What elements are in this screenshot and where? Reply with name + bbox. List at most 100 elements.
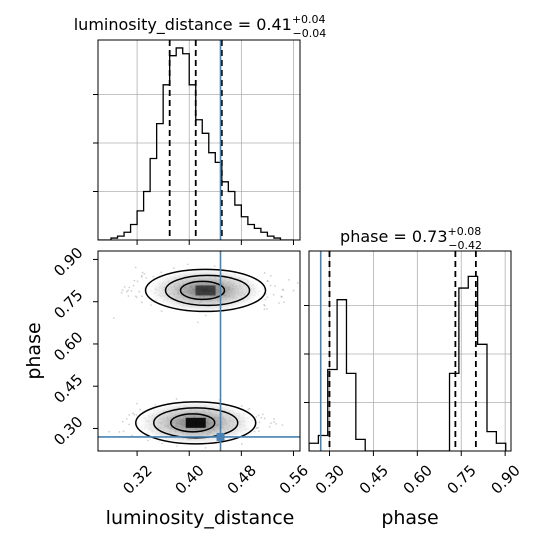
sample-point [292,289,295,292]
sample-point [311,291,313,293]
y-tick-label: 0.45 [50,371,86,407]
sample-point [136,280,139,283]
sample-point [262,413,264,416]
hist-phase-title: phase = 0.73+0.08 −0.42 [340,225,482,252]
joint-density-panel: 0.32 0.40 0.48 0.56 0.30 0.45 0.60 0.75 0.90 lum… [23,244,338,529]
sample-point [263,272,266,274]
x-tick-label: 0.90 [487,461,523,497]
contour-middle [152,407,239,439]
sample-point [273,418,275,420]
sample-point [288,278,290,281]
sample-point [269,284,272,287]
x-tick-label: 0.32 [119,461,155,497]
sample-point [150,304,152,307]
sample-point [263,417,266,420]
sample-point [264,298,267,301]
sample-point [266,296,269,299]
sample-point [281,288,284,291]
density-peak [185,417,206,428]
contour-middle [164,274,251,307]
sample-point [141,295,143,298]
sample-point [281,296,283,298]
sample-point [132,412,134,415]
sample-point [160,310,163,312]
sample-point [134,266,137,269]
sample-point [120,291,123,294]
sample-point [213,265,216,268]
sample-point [128,286,131,289]
sample-point [141,271,144,274]
title-name: luminosity_distance [74,15,233,35]
sample-point [186,263,189,266]
histogram-step-line [98,47,294,240]
sample-point [260,416,263,419]
sample-point [268,425,271,428]
sample-point [204,446,207,449]
joint-density-frame [97,250,301,452]
sample-point [143,272,146,275]
sample-point [266,280,269,282]
sample-point [147,439,149,442]
sample-point [140,276,143,278]
sample-point [172,267,175,269]
sample-point [272,293,275,296]
sample-point [275,422,278,425]
sample-point [133,413,136,416]
hist-luminosity-distance-grid [98,40,300,240]
sample-point [140,274,143,277]
sample-point [135,296,138,299]
sample-point [269,275,272,277]
sample-point [258,421,261,424]
phase-ylabel: phase [23,322,45,379]
sample-point [257,430,260,433]
y-tick-label: 0.30 [50,413,86,449]
histogram-step-line [309,275,507,451]
title-minus: −0.42 [448,239,482,252]
title-plus: +0.08 [448,225,482,238]
sample-point [266,307,268,310]
sample-point [257,414,260,417]
sample-point [121,289,124,292]
sample-point [135,402,138,405]
y-tick-label: 0.90 [50,244,86,280]
sample-point [138,290,141,293]
title-minus: −0.04 [293,27,327,40]
sample-point [336,286,338,288]
contour-inner [179,280,226,301]
title-value: 0.41 [256,15,292,34]
sample-point [278,302,280,304]
sample-point [108,430,110,433]
sample-point [296,281,299,284]
sample-point [263,308,266,311]
sample-point [240,443,243,445]
sample-point [160,271,163,274]
sample-point [125,417,128,420]
sample-point [270,422,272,425]
contour-outer [134,401,257,445]
sample-point [266,280,269,283]
sample-point [112,317,115,319]
sample-point [133,279,136,282]
sample-point [175,398,178,400]
sample-point [128,423,131,426]
hist-phase-frame [308,250,512,452]
x-tick-label: 0.45 [356,461,392,497]
x-tick-label: 0.60 [400,461,436,497]
sample-point [253,430,256,433]
sample-point [123,285,126,288]
sample-point [273,420,276,423]
sample-point [130,434,133,437]
sample-point [139,408,141,411]
density-peak [195,285,216,296]
sample-point [127,289,130,292]
sample-point [204,314,207,317]
sample-point [281,424,284,427]
x-tick-label: 0.40 [172,461,208,497]
x-tick-label: 0.75 [444,461,480,497]
sample-point [145,276,148,279]
hist-phase-panel: 0.30 0.45 0.60 0.75 0.90 phase = 0.73+0.08 −0… [304,225,524,529]
sample-point [140,301,143,304]
sample-point [196,321,199,324]
y-tick-label: 0.60 [50,328,86,364]
